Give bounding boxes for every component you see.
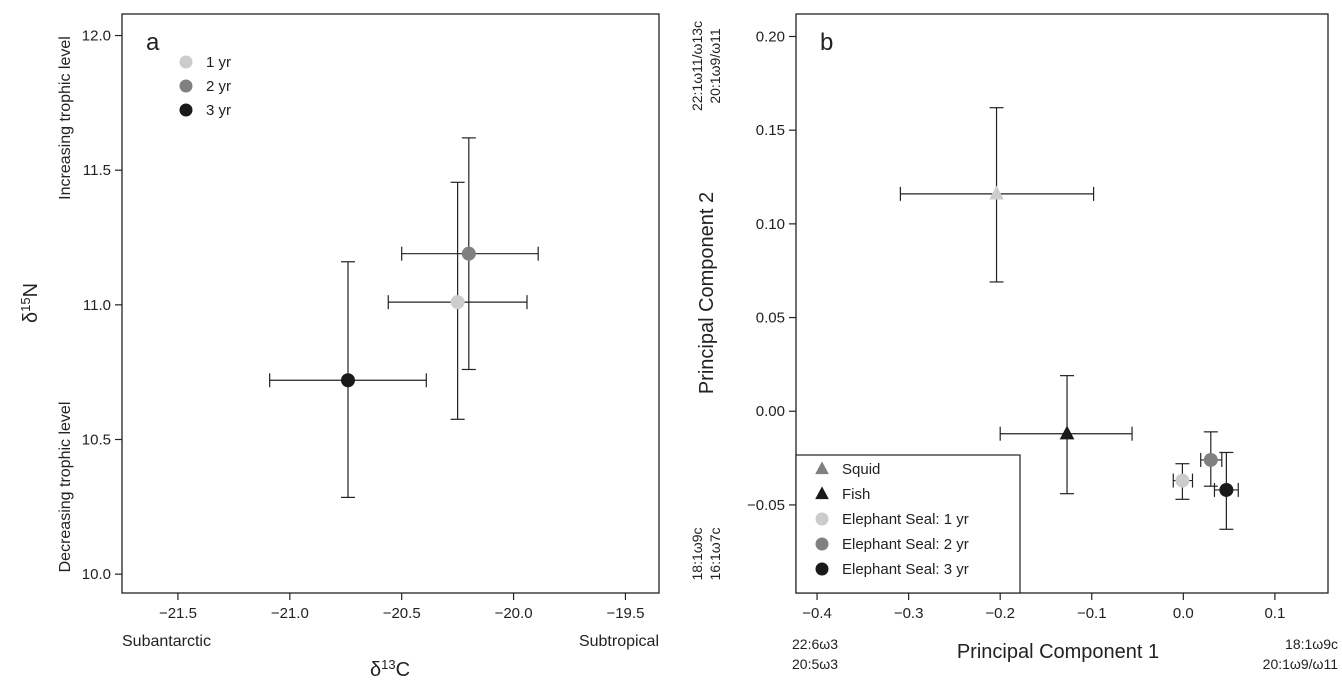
legend-label: Fish [842, 486, 870, 503]
panel-b-y-axis-title: Principal Component 2 [696, 192, 718, 394]
panel-a-legend: 1 yr 2 yr 3 yr [179, 54, 231, 119]
y-tick-label: 0.20 [756, 28, 785, 45]
x-tick-label: −0.4 [802, 605, 832, 622]
panel-a-y-axis: 10.0 10.5 11.0 11.5 12.0 [82, 28, 122, 583]
x-tick-label: −21.0 [271, 605, 309, 622]
y-tick-label: 11.0 [83, 297, 111, 314]
panel-b-y-axis: −0.05 0.00 0.05 0.10 0.15 0.20 [747, 28, 796, 514]
data-point [1059, 425, 1075, 440]
y-tick-label: 11.5 [83, 162, 111, 179]
legend-marker [815, 512, 829, 526]
panel-b-y-annotation-top-line2: 20:1ω9/ω11 [707, 28, 723, 104]
x-tick-label: −0.1 [1077, 605, 1107, 622]
panel-a-points [340, 246, 476, 388]
panel-b-x-annotation-left-line1: 22:6ω3 [792, 636, 838, 652]
data-point [989, 185, 1004, 200]
x-tick-label: −0.3 [894, 605, 924, 622]
legend-label: Elephant Seal: 3 yr [842, 561, 969, 578]
legend-marker [815, 562, 829, 576]
data-point [461, 246, 476, 261]
data-point [340, 373, 355, 388]
x-tick-label: −0.2 [985, 605, 1015, 622]
legend-label: 2 yr [206, 78, 231, 95]
panel-a-y-annotation-top: Increasing trophic level [57, 36, 74, 200]
panel-a-y-axis-title: δ15N [18, 283, 43, 323]
y-tick-label: 0.00 [756, 403, 785, 420]
y-tick-label: 10.5 [82, 431, 111, 448]
x-tick-label: −20.0 [495, 605, 533, 622]
y-tick-label: 0.10 [756, 216, 785, 233]
data-point [1175, 473, 1190, 488]
legend-label: Squid [842, 461, 880, 478]
panel-b-x-axis-title: Principal Component 1 [957, 641, 1159, 663]
legend-label: Elephant Seal: 1 yr [842, 511, 969, 528]
panel-b-frame [795, 13, 1329, 594]
x-tick-label: 0.0 [1173, 605, 1194, 622]
panel-b-y-annotation-bottom-line2: 16:1ω7c [707, 528, 723, 581]
legend-marker [815, 537, 829, 551]
legend-marker [179, 55, 193, 69]
x-tick-label: −21.5 [159, 605, 197, 622]
y-tick-label: 0.05 [756, 310, 785, 327]
x-tick-label: −20.5 [383, 605, 421, 622]
legend-marker [179, 103, 193, 117]
data-point [1219, 482, 1234, 497]
panel-a-x-axis: −21.5 −21.0 −20.5 −20.0 −19.5 [159, 593, 644, 622]
y-tick-label: 10.0 [82, 566, 111, 583]
legend-label: 1 yr [206, 54, 231, 71]
panel-b-x-annotation-left-line2: 20:5ω3 [792, 656, 838, 672]
x-tick-label: −19.5 [606, 605, 644, 622]
panel-a-error-bars [269, 137, 539, 498]
y-tick-label: −0.05 [747, 497, 785, 514]
panel-b-x-axis: −0.4 −0.3 −0.2 −0.1 0.0 0.1 [802, 593, 1285, 622]
legend-marker [179, 79, 193, 93]
y-tick-label: 12.0 [82, 28, 111, 45]
panel-a-label: a [146, 29, 160, 56]
x-tick-label: 0.1 [1264, 605, 1285, 622]
y-tick-label: 0.15 [756, 122, 785, 139]
legend-label: 3 yr [206, 102, 231, 119]
panel-b-y-annotation-top-line1: 22:1ω11/ω13c [689, 21, 705, 111]
data-point [1203, 452, 1218, 467]
data-point [450, 295, 465, 310]
legend-box [795, 454, 1021, 594]
legend-marker [815, 461, 829, 475]
panel-b-x-annotation-right-line1: 18:1ω9c [1285, 636, 1338, 652]
panel-a-x-axis-title: δ13C [370, 657, 410, 682]
panel-a-frame [121, 13, 660, 594]
panel-b-x-annotation-right-line2: 20:1ω9/ω11 [1263, 656, 1339, 672]
legend-label: Elephant Seal: 2 yr [842, 536, 969, 553]
panel-a: a 10.010.511.011.512.0 −21.5 −21.0 −20.5 −2… [18, 13, 660, 682]
panel-b: b −0.05 0.00 0.05 0.10 0.15 0.20 −0.4 −0.3 −0.2… [689, 13, 1339, 672]
panel-a-y-annotation-bottom: Decreasing trophic level [57, 402, 74, 573]
panel-b-legend: Squid Fish Elephant Seal: 1 yr Elephant Sea… [795, 454, 1021, 594]
panel-b-label: b [820, 29, 833, 56]
panel-b-points [989, 185, 1234, 497]
panel-a-x-annotation-right: Subtropical [579, 633, 659, 650]
panel-b-y-annotation-bottom-line1: 18:1ω9c [689, 528, 705, 581]
panel-a-x-annotation-left: Subantarctic [122, 633, 211, 650]
legend-marker [815, 486, 829, 500]
